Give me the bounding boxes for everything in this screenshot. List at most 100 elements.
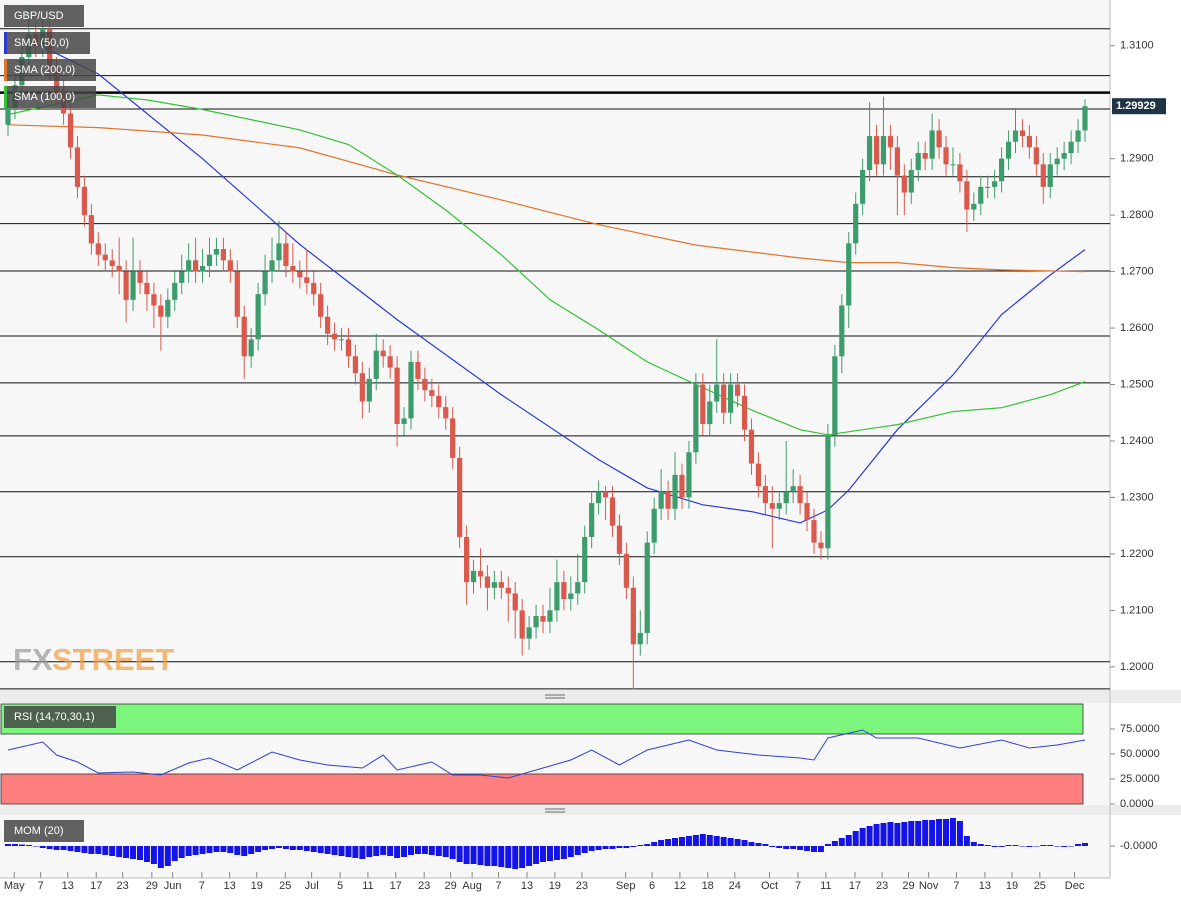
momentum-bar: [637, 845, 644, 846]
candle-body: [477, 570, 484, 577]
momentum-bar: [338, 846, 345, 856]
candle-body: [1047, 164, 1053, 187]
candle-body: [387, 356, 393, 368]
x-tick-label: 17: [390, 880, 402, 892]
momentum-bar: [157, 846, 164, 868]
zone-band: [0, 703, 1084, 735]
momentum-bar: [143, 846, 150, 862]
x-tick-label: 23: [117, 880, 129, 892]
candle-body: [401, 418, 407, 425]
candle-body: [1061, 153, 1067, 159]
momentum-bar: [936, 819, 943, 846]
y-tick-label: 1.2600: [1120, 322, 1154, 334]
candle-body: [748, 429, 755, 464]
y-tick-label: 1.2200: [1120, 548, 1154, 560]
momentum-bar: [859, 828, 866, 846]
momentum-bar: [1061, 846, 1068, 847]
momentum-bar: [185, 846, 192, 856]
candle-body: [901, 175, 907, 193]
candle-body: [540, 616, 546, 622]
candle-body: [269, 260, 275, 272]
momentum-bar: [852, 831, 859, 846]
candle-body: [609, 497, 616, 526]
y-tick-label: 75.0000: [1120, 723, 1160, 735]
momentum-bar: [908, 821, 915, 846]
legend-swatch: [4, 59, 7, 81]
momentum-bar: [963, 836, 970, 846]
momentum-bar: [74, 846, 81, 852]
x-tick-label: 13: [224, 880, 236, 892]
candle-body: [213, 249, 220, 255]
candle-body: [262, 271, 268, 295]
candle-body: [887, 136, 894, 148]
candle-body: [345, 339, 352, 357]
y-tick-label: 1.2000: [1120, 661, 1154, 673]
legend-swatch: [4, 86, 7, 108]
x-tick-label: 24: [729, 880, 741, 892]
candle-body: [644, 542, 650, 633]
momentum-bar: [651, 842, 658, 846]
momentum-bar: [296, 846, 303, 850]
candle-body: [866, 136, 873, 170]
momentum-bar: [178, 846, 185, 858]
y-tick-label: 1.2500: [1120, 378, 1154, 390]
candle-body: [992, 181, 998, 187]
candle-body: [408, 361, 414, 419]
candle-body: [304, 277, 310, 283]
panel-divider[interactable]: [0, 690, 1181, 703]
rsi-line: [7, 729, 1086, 779]
momentum-bar: [150, 846, 157, 864]
x-tick-label: 23: [576, 880, 588, 892]
momentum-bar: [102, 846, 109, 855]
momentum-bar: [164, 846, 171, 866]
x-tick-label: 29: [444, 880, 456, 892]
candle-body: [741, 395, 748, 430]
y-tick-label: 1.2300: [1120, 491, 1154, 503]
momentum-bar: [533, 846, 540, 864]
candle-body: [74, 147, 81, 187]
candle-body: [554, 582, 560, 611]
panel-divider[interactable]: [0, 805, 1181, 815]
candle-body: [1026, 136, 1032, 148]
momentum-bar: [588, 846, 595, 851]
momentum-bar: [831, 841, 838, 846]
momentum-bar: [922, 820, 929, 846]
momentum-bar: [130, 846, 137, 859]
candle-body: [978, 186, 984, 204]
x-tick-label: 7: [199, 880, 205, 892]
indicator-label-box: [4, 820, 84, 842]
momentum-bar: [741, 840, 748, 846]
momentum-bar: [95, 846, 102, 854]
momentum-bar: [275, 846, 282, 848]
candle-body: [651, 508, 657, 543]
candle-body: [804, 503, 810, 521]
momentum-bar: [581, 846, 588, 853]
candle-body: [297, 271, 303, 278]
momentum-bar: [880, 823, 887, 846]
candle-body: [102, 254, 108, 261]
momentum-bar: [310, 846, 317, 852]
candle-body: [220, 249, 226, 261]
momentum-bar: [769, 846, 776, 847]
momentum-bar: [560, 846, 567, 859]
candle-body: [192, 260, 199, 272]
momentum-bar: [255, 846, 262, 852]
momentum-bar: [720, 837, 727, 846]
candle-body: [582, 536, 588, 583]
candle-body: [172, 282, 178, 300]
candle-body: [206, 254, 213, 266]
momentum-bar: [470, 846, 477, 864]
candle-body: [964, 181, 970, 210]
momentum-bar: [53, 846, 60, 850]
candle-body: [915, 153, 921, 170]
candle-body: [1040, 164, 1046, 187]
sma-line: [7, 124, 1086, 273]
y-tick-label: -0.0000: [1120, 840, 1157, 852]
indicator-label-box: [4, 706, 116, 728]
candle-body: [894, 147, 900, 176]
candle-body: [415, 361, 421, 379]
candle-body: [186, 260, 192, 272]
candle-body: [1033, 147, 1039, 165]
momentum-bar: [804, 846, 811, 851]
candle-body: [95, 243, 101, 255]
